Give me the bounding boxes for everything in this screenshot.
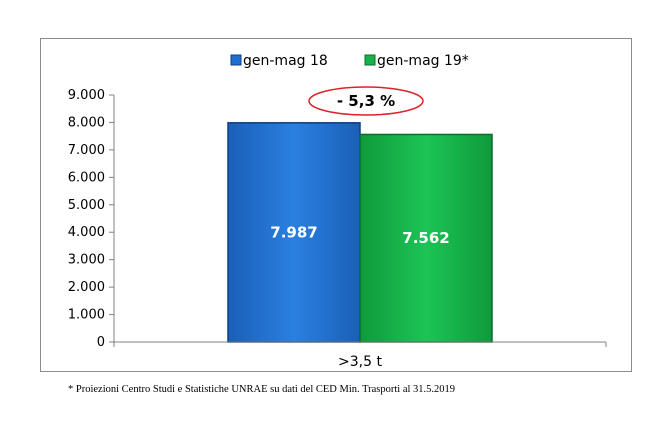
y-tick-label: 4.000 [68, 225, 105, 240]
legend-swatch-gen-mag-18 [230, 54, 242, 66]
legend-label-gen-mag-18: gen-mag 18 [243, 53, 328, 69]
y-tick-label: 0 [97, 335, 105, 350]
y-tick-label: 8.000 [68, 115, 105, 130]
change-annotation: - 5,3 % [308, 86, 424, 116]
annotation-text: - 5,3 % [337, 92, 395, 110]
annotation-ellipse [308, 86, 424, 116]
legend-swatch-gen-mag-19 [364, 54, 376, 66]
x-category-label: >3,5 t [338, 354, 382, 370]
bars: 7.987 7.562 [227, 122, 493, 343]
y-tick-label: 3.000 [68, 253, 105, 268]
y-axis: 0 1.000 2.000 3.000 4.000 5.000 6.000 7.000 8.00… [68, 88, 115, 350]
footnote: * Proiezioni Centro Studi e Statistiche … [68, 384, 456, 395]
y-tick-label: 1.000 [68, 308, 105, 323]
y-tick-label: 7.000 [68, 143, 105, 158]
y-tick-label: 9.000 [68, 88, 105, 103]
bar-value-label: 7.987 [270, 223, 317, 241]
x-axis: >3,5 t [113, 341, 607, 370]
legend: gen-mag 18 gen-mag 19* [230, 53, 469, 69]
chart-frame: gen-mag 18 gen-mag 19* - 5,3 % 0 1.000 2.0… [40, 38, 632, 372]
bar-gen-mag-19 [359, 133, 493, 343]
bar-gen-mag-18 [227, 122, 361, 343]
y-tick-label: 2.000 [68, 280, 105, 295]
bar-chart: gen-mag 18 gen-mag 19* - 5,3 % 0 1.000 2.0… [68, 53, 607, 370]
y-tick-label: 5.000 [68, 198, 105, 213]
bar-value-label: 7.562 [402, 229, 449, 247]
y-tick-label: 6.000 [68, 170, 105, 185]
legend-label-gen-mag-19: gen-mag 19* [377, 53, 469, 69]
